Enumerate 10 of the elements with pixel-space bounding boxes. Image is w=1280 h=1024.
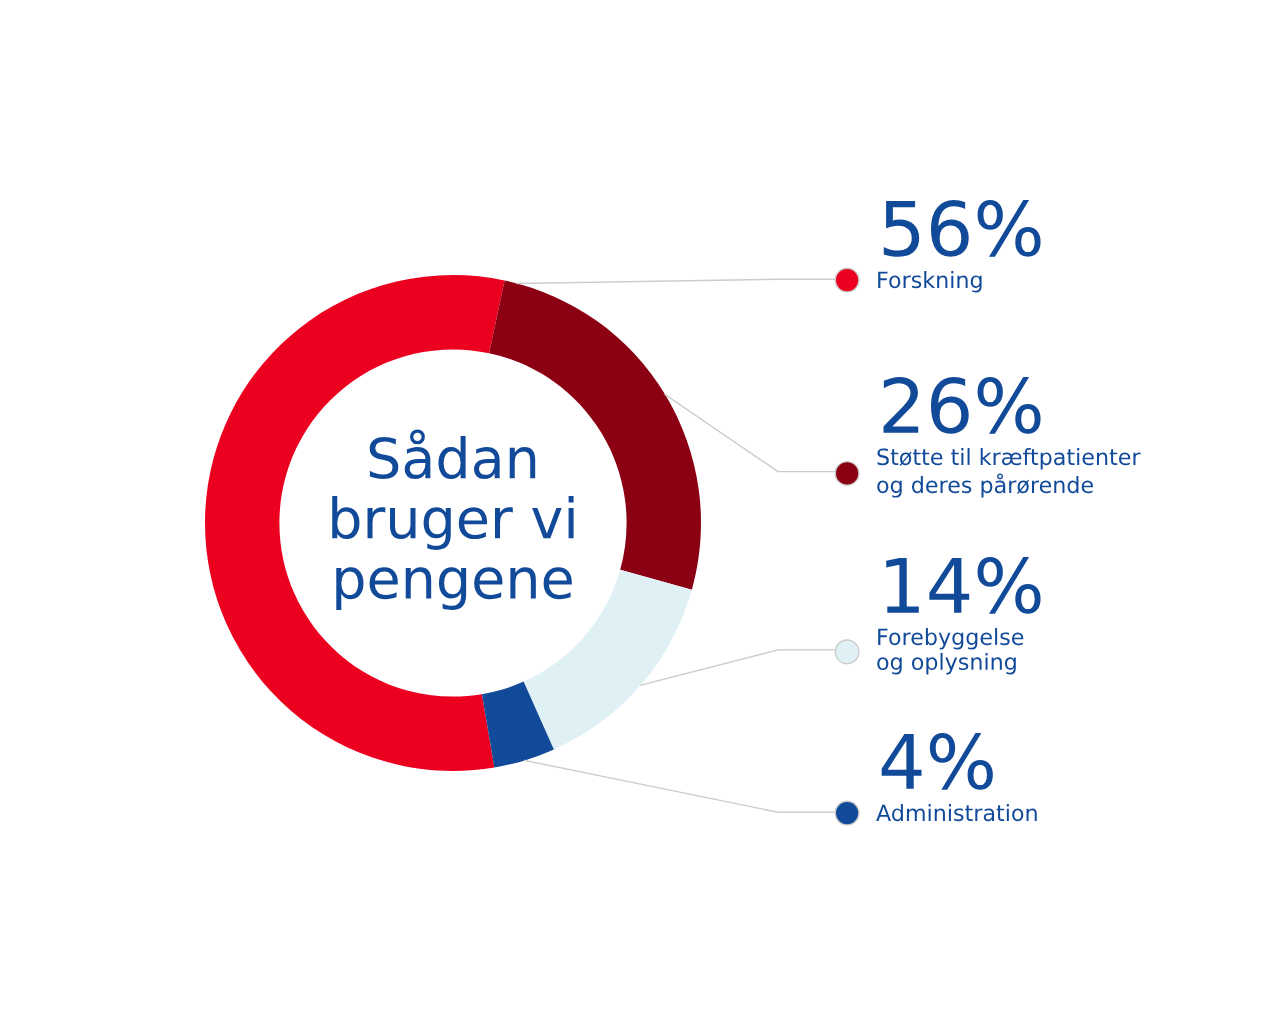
- data-label: 26%: [883, 377, 1041, 434]
- legend-label: Støtte til kræftpatienter og deres pårørende: [877, 448, 1141, 498]
- data-label: 14%: [886, 557, 1041, 614]
- legend-label: Administration: [876, 804, 1037, 822]
- donut-slice: [481, 681, 554, 768]
- legend-label: Forebyggelse og oplysning: [877, 628, 1024, 675]
- data-label: 4%: [881, 733, 993, 790]
- data-label: 56%: [883, 200, 1041, 257]
- legend-label: Forskning: [878, 271, 982, 293]
- text: Sådan bruger vi pengene: [332, 429, 574, 610]
